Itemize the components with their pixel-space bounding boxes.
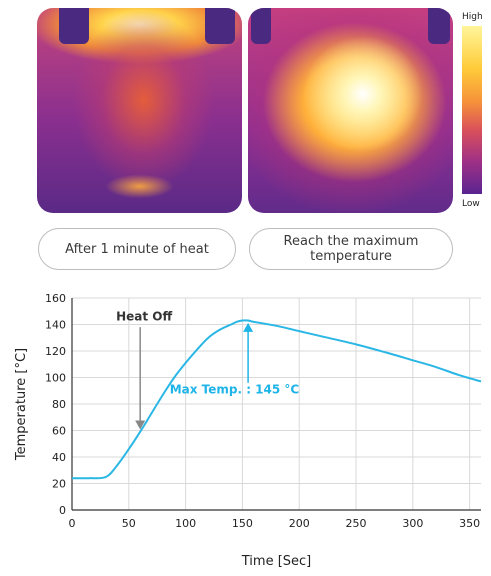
chart-grid (72, 297, 481, 510)
thermal-tab-right (428, 8, 450, 44)
x-tick-label: 350 (459, 517, 480, 530)
colorbar-low-label: Low (462, 199, 480, 209)
y-tick-label: 160 (45, 292, 66, 305)
thermal-image-after-1-minute (37, 8, 242, 213)
temperature-colorbar (462, 26, 482, 194)
chart-annotations: Heat Off Max Temp. : 145 °C (116, 310, 299, 430)
chart-ticks: 0 50 100 150 200 250 300 350 0 20 40 60 80 100 120 140 1… (45, 292, 480, 530)
colorbar-high-label: High (462, 12, 483, 22)
y-tick-label: 100 (45, 372, 66, 385)
y-tick-label: 80 (52, 398, 66, 411)
temperature-series-line (71, 319, 482, 480)
x-tick-label: 50 (122, 517, 136, 530)
x-tick-label: 200 (289, 517, 310, 530)
max-temp-label: Max Temp. : 145 °C (170, 382, 300, 396)
chart-axes (71, 298, 481, 511)
y-axis-title: Temperature [°C] (14, 348, 29, 461)
thermal-image-max-temperature (248, 8, 453, 213)
thermal-tab-left (251, 8, 271, 44)
thermal-tab-left (59, 8, 89, 44)
y-tick-label: 140 (45, 319, 66, 332)
x-tick-label: 0 (69, 517, 76, 530)
y-tick-label: 20 (52, 478, 66, 491)
heat-off-arrow-head (135, 420, 146, 430)
y-tick-label: 60 (52, 425, 66, 438)
y-tick-label: 120 (45, 345, 66, 358)
temperature-chart: 0 50 100 150 200 250 300 350 0 20 40 60 80 100 120 140 1… (14, 292, 482, 569)
y-tick-label: 0 (59, 504, 66, 517)
x-tick-label: 250 (346, 517, 367, 530)
caption-after-1-minute: After 1 minute of heat (38, 228, 236, 270)
x-tick-label: 100 (175, 517, 196, 530)
x-axis-title: Time [Sec] (241, 554, 312, 569)
x-tick-label: 300 (402, 517, 423, 530)
heat-off-label: Heat Off (116, 310, 172, 324)
thermal-tab-right (205, 8, 235, 44)
max-temp-arrow-head (243, 322, 254, 332)
x-tick-label: 150 (232, 517, 253, 530)
caption-max-temperature: Reach the maximum temperature (249, 228, 453, 270)
y-tick-label: 40 (52, 451, 66, 464)
